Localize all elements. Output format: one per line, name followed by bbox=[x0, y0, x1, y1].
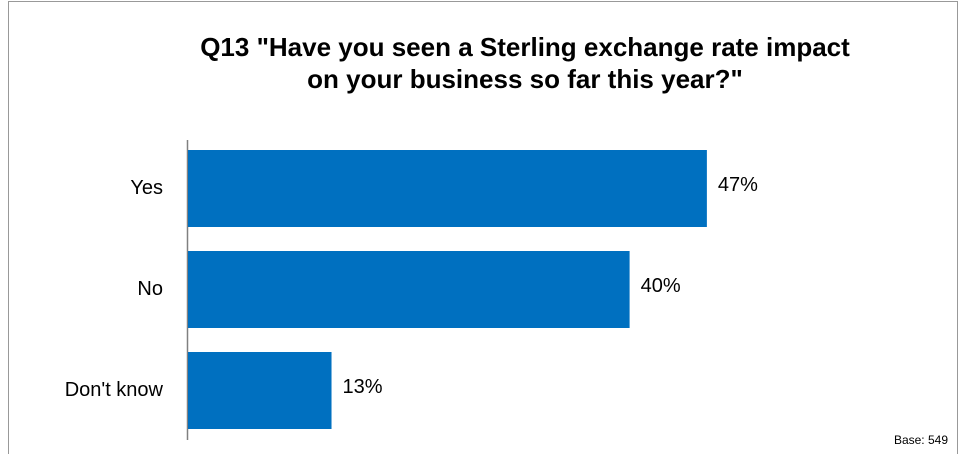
frame bbox=[8, 1, 958, 454]
bar bbox=[188, 352, 332, 429]
bar bbox=[188, 150, 707, 227]
value-label: 13% bbox=[343, 376, 383, 398]
value-label: 40% bbox=[641, 275, 681, 297]
category-label: No bbox=[137, 278, 163, 300]
bar bbox=[188, 251, 630, 328]
annotation: Base: 549 bbox=[894, 433, 948, 447]
value-label: 47% bbox=[718, 174, 758, 196]
category-label: Don't know bbox=[65, 379, 164, 401]
chart-title: Q13 "Have you seen a Sterling exchange r… bbox=[200, 32, 850, 94]
category-label: Yes bbox=[130, 177, 163, 199]
